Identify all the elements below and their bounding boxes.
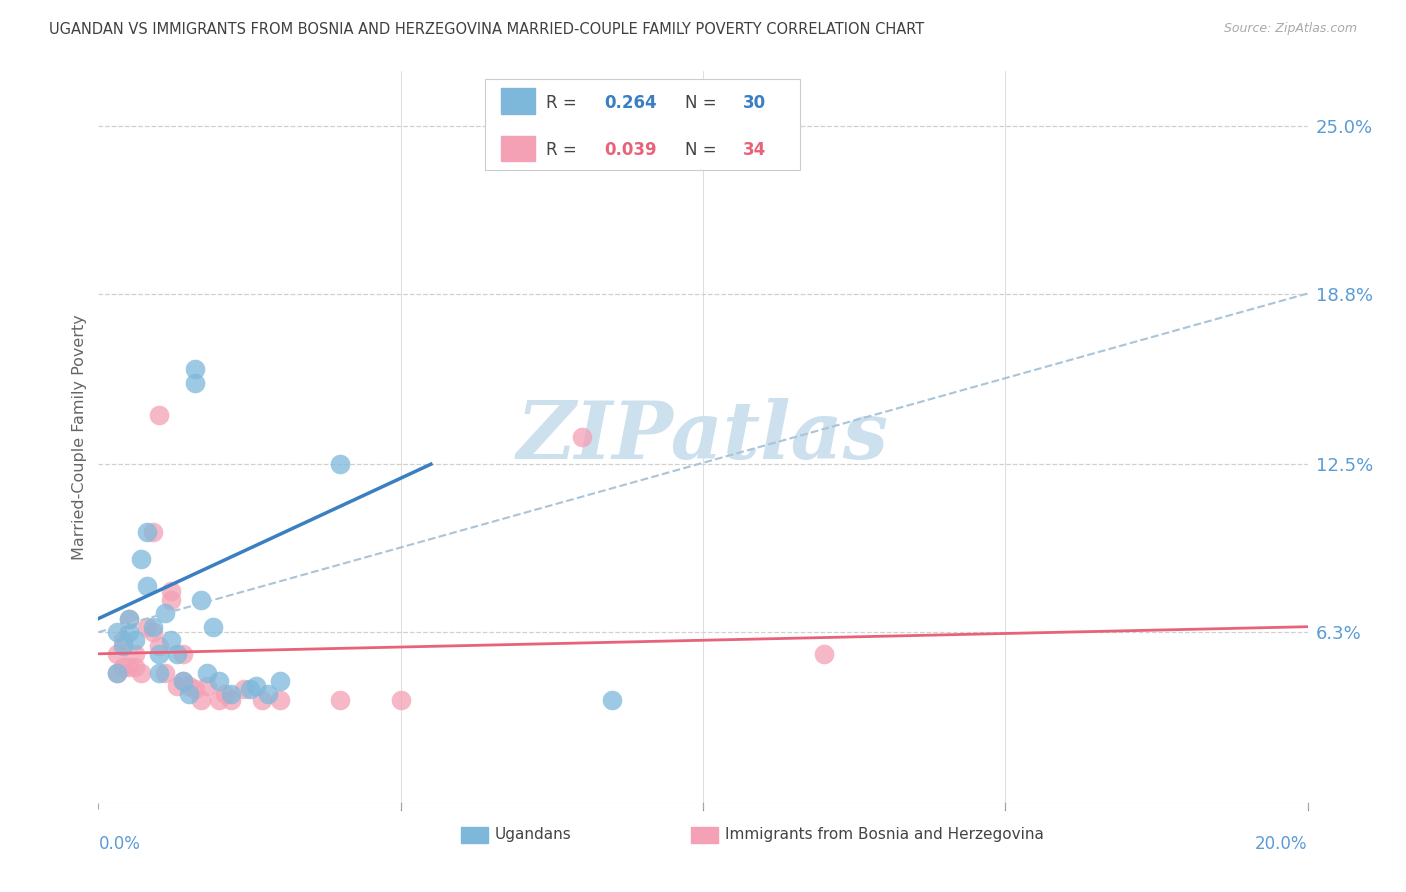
Point bbox=[111, 633, 134, 648]
Point bbox=[179, 679, 201, 693]
Point bbox=[256, 688, 278, 702]
Point bbox=[153, 606, 176, 620]
Text: Ugandans: Ugandans bbox=[495, 828, 572, 842]
Point bbox=[105, 665, 128, 680]
Point bbox=[124, 660, 146, 674]
Point bbox=[124, 633, 146, 648]
Point bbox=[148, 409, 170, 423]
Point bbox=[135, 524, 157, 539]
Point bbox=[118, 625, 141, 640]
Point bbox=[129, 665, 152, 680]
Point bbox=[329, 693, 352, 707]
Point bbox=[135, 620, 157, 634]
Point bbox=[179, 688, 201, 702]
Text: 0.0%: 0.0% bbox=[98, 835, 141, 854]
Point bbox=[208, 693, 231, 707]
Point bbox=[166, 679, 188, 693]
Point bbox=[239, 681, 262, 696]
Point bbox=[118, 611, 141, 625]
Bar bbox=[461, 827, 488, 843]
Point bbox=[105, 647, 128, 661]
Text: N =: N = bbox=[685, 94, 721, 112]
Point bbox=[166, 647, 188, 661]
Point bbox=[172, 673, 194, 688]
Point bbox=[105, 665, 128, 680]
Point bbox=[142, 625, 165, 640]
Point bbox=[214, 688, 236, 702]
Point bbox=[221, 693, 243, 707]
Point bbox=[129, 552, 152, 566]
Text: 20.0%: 20.0% bbox=[1256, 835, 1308, 854]
FancyBboxPatch shape bbox=[485, 78, 800, 170]
Point bbox=[148, 665, 170, 680]
Point bbox=[195, 679, 218, 693]
Point bbox=[160, 592, 183, 607]
Text: Immigrants from Bosnia and Herzegovina: Immigrants from Bosnia and Herzegovina bbox=[724, 828, 1043, 842]
Point bbox=[190, 592, 212, 607]
Point bbox=[329, 457, 352, 471]
Point bbox=[172, 673, 194, 688]
Point bbox=[250, 693, 273, 707]
Point bbox=[232, 681, 254, 696]
Text: 0.039: 0.039 bbox=[603, 141, 657, 160]
Text: R =: R = bbox=[546, 141, 582, 160]
Point bbox=[148, 639, 170, 653]
Point bbox=[245, 679, 267, 693]
Point bbox=[160, 584, 183, 599]
Point bbox=[184, 362, 207, 376]
Point bbox=[202, 620, 225, 634]
Y-axis label: Married-Couple Family Poverty: Married-Couple Family Poverty bbox=[72, 314, 87, 560]
Text: N =: N = bbox=[685, 141, 721, 160]
Text: ZIPatlas: ZIPatlas bbox=[517, 399, 889, 475]
Text: 34: 34 bbox=[742, 141, 766, 160]
Point bbox=[142, 524, 165, 539]
Text: Source: ZipAtlas.com: Source: ZipAtlas.com bbox=[1223, 22, 1357, 36]
Point bbox=[602, 693, 624, 707]
Text: 0.264: 0.264 bbox=[603, 94, 657, 112]
Point bbox=[269, 673, 291, 688]
Point bbox=[184, 376, 207, 390]
Point bbox=[153, 665, 176, 680]
Point bbox=[190, 693, 212, 707]
Text: R =: R = bbox=[546, 94, 582, 112]
Point bbox=[269, 693, 291, 707]
Point bbox=[118, 660, 141, 674]
Point bbox=[160, 633, 183, 648]
Point bbox=[571, 430, 593, 444]
Point bbox=[813, 647, 835, 661]
Point bbox=[184, 681, 207, 696]
Point bbox=[124, 647, 146, 661]
Bar bbox=[690, 827, 717, 843]
Point bbox=[142, 620, 165, 634]
Point bbox=[195, 665, 218, 680]
Point bbox=[135, 579, 157, 593]
Text: 30: 30 bbox=[742, 94, 766, 112]
Bar bbox=[501, 88, 534, 114]
Point bbox=[111, 639, 134, 653]
Point bbox=[118, 611, 141, 625]
Point bbox=[105, 625, 128, 640]
Point bbox=[172, 647, 194, 661]
Point bbox=[208, 673, 231, 688]
Text: UGANDAN VS IMMIGRANTS FROM BOSNIA AND HERZEGOVINA MARRIED-COUPLE FAMILY POVERTY : UGANDAN VS IMMIGRANTS FROM BOSNIA AND HE… bbox=[49, 22, 925, 37]
Point bbox=[389, 693, 412, 707]
Point bbox=[111, 660, 134, 674]
Point bbox=[221, 688, 243, 702]
Point bbox=[148, 647, 170, 661]
Bar bbox=[501, 136, 534, 161]
